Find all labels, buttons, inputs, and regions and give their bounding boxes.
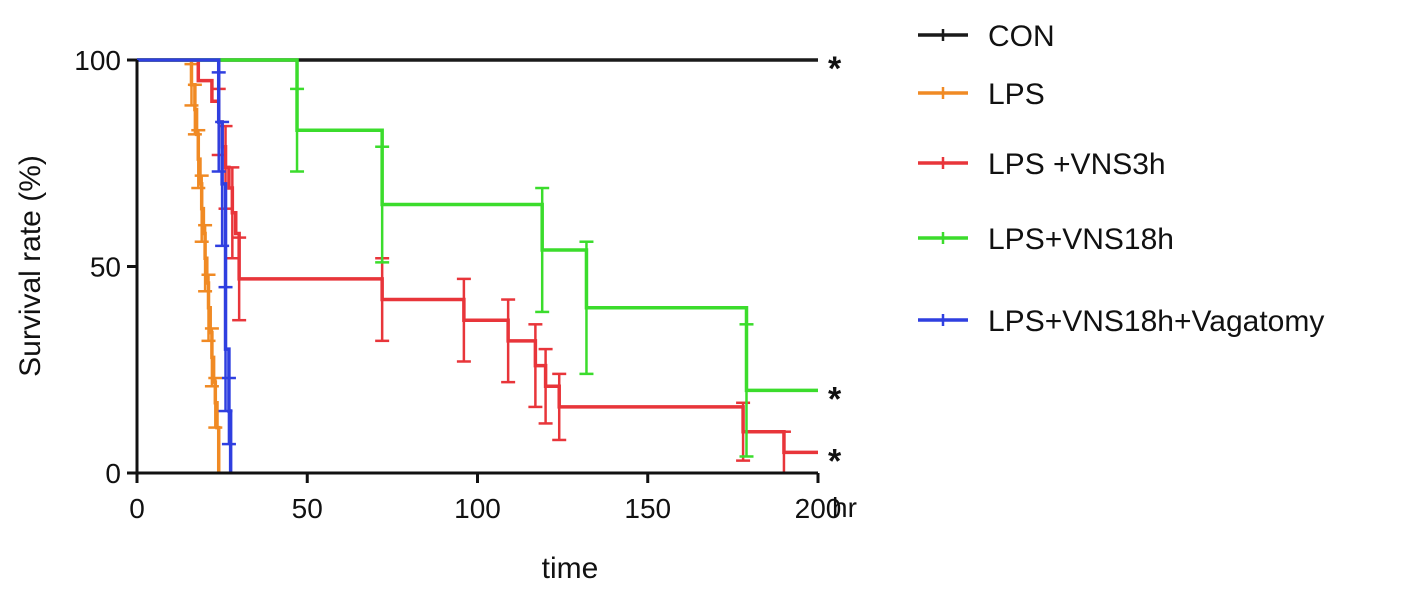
legend-label: LPS +VNS3h xyxy=(988,148,1166,181)
x-axis-unit: hr xyxy=(832,492,857,523)
legend-label: LPS+VNS18h+Vagatomy xyxy=(988,305,1324,338)
series-group xyxy=(137,58,236,473)
legend-item: LPS +VNS3h xyxy=(918,148,1166,181)
legend: CON LPS LPS +VNS3h LPS+VNS18h LPS+VNS18h+Vag… xyxy=(918,20,1324,338)
y-tick-label: 100 xyxy=(74,45,121,76)
legend-item: LPS+VNS18h+Vagatomy xyxy=(918,305,1324,338)
legend-item: LPS xyxy=(918,78,1045,111)
series-group: * xyxy=(137,58,842,458)
x-axis-title: time xyxy=(542,552,599,585)
legend-item: LPS+VNS18h xyxy=(918,223,1174,256)
series-group xyxy=(137,58,223,473)
legend-item: CON xyxy=(918,20,1055,53)
x-tick-label: 50 xyxy=(292,493,323,524)
y-tick-label: 50 xyxy=(90,252,121,283)
series-line xyxy=(137,58,221,473)
series-group: * xyxy=(137,58,842,480)
legend-label: LPS+VNS18h xyxy=(988,223,1174,256)
significance-marker: * xyxy=(828,380,842,418)
legend-label: CON xyxy=(988,20,1055,53)
series-group: * xyxy=(137,50,842,88)
significance-marker: * xyxy=(828,50,842,88)
x-tick-label: 200 xyxy=(795,493,842,524)
y-axis-title: Survival rate (%) xyxy=(14,155,47,377)
significance-marker: * xyxy=(828,442,842,480)
x-tick-label: 100 xyxy=(454,493,501,524)
series-layer: * * * xyxy=(137,50,842,480)
series-line xyxy=(137,58,818,393)
y-tick-label: 0 xyxy=(105,458,121,489)
legend-label: LPS xyxy=(988,78,1045,111)
ticks-layer: 0 50 100 150 200 0 50 100 xyxy=(74,45,841,524)
x-tick-label: 150 xyxy=(624,493,671,524)
x-tick-label: 0 xyxy=(129,493,145,524)
